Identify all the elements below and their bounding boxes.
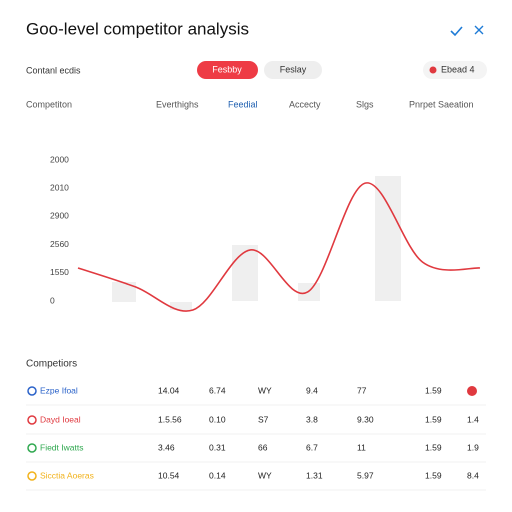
- cell: 6.74: [209, 385, 226, 395]
- cell: 0.10: [209, 414, 226, 424]
- row-icon: [27, 443, 37, 453]
- close-icon[interactable]: [474, 25, 484, 35]
- cell: 0.14: [209, 470, 226, 480]
- cell: 1.4: [467, 414, 479, 424]
- cell: 11: [357, 442, 366, 452]
- filter-label: Contanl ecdis: [26, 65, 81, 75]
- competitor-name: Ezpe Ifoal: [40, 385, 78, 395]
- secondary-pill-label: Feslay: [280, 64, 307, 74]
- y-tick-label: 0: [50, 295, 55, 305]
- cell: 5.97: [357, 470, 374, 480]
- cell: 0.31: [209, 442, 226, 452]
- background-bars: [112, 176, 401, 310]
- y-tick-label: 2010: [50, 182, 69, 192]
- cell: 10.54: [158, 470, 180, 480]
- cell: 9.30: [357, 414, 374, 424]
- data-line: [77, 182, 481, 312]
- secondary-pill[interactable]: [264, 61, 322, 79]
- table-title: Competiors: [26, 359, 77, 370]
- cell: 3.46: [158, 442, 175, 452]
- confirm-icon[interactable]: [450, 26, 463, 37]
- primary-pill-label: Fesbby: [212, 64, 242, 74]
- tab[interactable]: Pnrpet Saeation: [409, 99, 474, 109]
- cell: WY: [258, 470, 272, 480]
- cell: 9.4: [306, 385, 318, 395]
- cell: 1.59: [425, 414, 442, 424]
- primary-pill[interactable]: [197, 61, 258, 79]
- tab[interactable]: Everthighs: [156, 99, 199, 109]
- cell: 66: [258, 442, 268, 452]
- badge-pill[interactable]: [423, 61, 487, 79]
- tab[interactable]: Feedial: [228, 99, 258, 109]
- y-tick-label: 2560: [50, 239, 69, 249]
- tab[interactable]: Slgs: [356, 99, 374, 109]
- cell: 1.9: [467, 442, 479, 452]
- cell: 1.5.56: [158, 414, 182, 424]
- y-tick-label: 1550: [50, 267, 69, 277]
- page-title: Goo-level competitor analysis: [26, 19, 249, 38]
- cell: WY: [258, 385, 272, 395]
- row-icon: [27, 471, 37, 481]
- cell: 8.4: [467, 470, 479, 480]
- cell: 3.8: [306, 414, 318, 424]
- competitor-name: Sicctia Aoeras: [40, 470, 94, 480]
- row-icon: [27, 415, 37, 425]
- tab[interactable]: Competiton: [26, 99, 72, 109]
- y-tick-label: 2000: [50, 154, 69, 164]
- y-tick-label: 2900: [50, 211, 69, 221]
- cell: 14.04: [158, 385, 180, 395]
- badge-dot: [429, 66, 437, 74]
- cell: 77: [357, 385, 367, 395]
- cell: 1.59: [425, 385, 442, 395]
- competitor-name: Dayd Ioeal: [40, 414, 81, 424]
- tab[interactable]: Accecty: [289, 99, 321, 109]
- status-dot: [467, 386, 477, 396]
- cell: 1.31: [306, 470, 323, 480]
- cell: S7: [258, 414, 269, 424]
- competitor-name: Fiedt Iwatts: [40, 442, 83, 452]
- row-icon: [27, 386, 37, 396]
- cell: 1.59: [425, 470, 442, 480]
- badge-label: Ebead 4: [441, 64, 475, 74]
- cell: 1.59: [425, 442, 442, 452]
- cell: 6.7: [306, 442, 318, 452]
